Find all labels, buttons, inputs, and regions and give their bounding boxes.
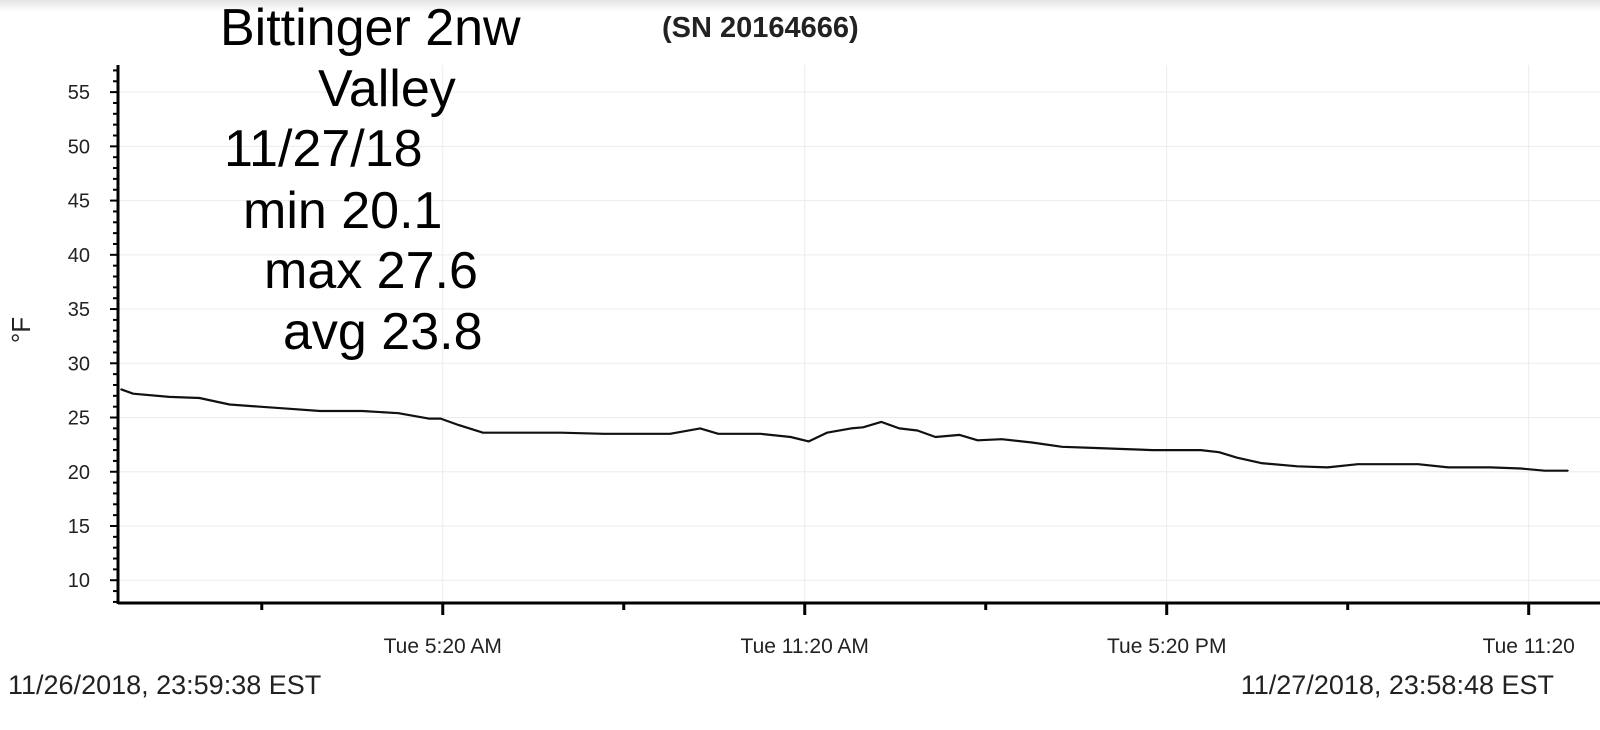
- data-point: [361, 410, 364, 412]
- data-point: [789, 436, 792, 438]
- data-point: [518, 431, 520, 434]
- data-point: [289, 408, 291, 410]
- data-point: [958, 434, 961, 436]
- annotation-min: min 20.1: [243, 182, 443, 240]
- data-point: [482, 431, 484, 434]
- data-point: [1356, 463, 1359, 465]
- data-point: [1091, 447, 1094, 449]
- annotation-max: max 27.6: [264, 242, 478, 300]
- data-point: [1387, 463, 1389, 465]
- annotation-avg: avg 23.8: [283, 303, 483, 361]
- data-point: [759, 432, 762, 435]
- data-point: [1447, 466, 1450, 469]
- data-point: [1543, 469, 1546, 472]
- data-point: [258, 405, 261, 408]
- y-tick-label: 35: [68, 299, 90, 321]
- data-point: [1218, 451, 1220, 454]
- data-point: [1296, 465, 1299, 468]
- data-point: [427, 417, 430, 420]
- data-point: [699, 427, 701, 430]
- data-point: [1061, 446, 1063, 448]
- data-point: [1417, 463, 1419, 465]
- y-tick-label: 40: [68, 245, 90, 267]
- data-point: [669, 432, 671, 435]
- y-tick-label: 45: [68, 191, 90, 213]
- start-timestamp: 11/26/2018, 23:59:38 EST: [8, 670, 322, 700]
- serial-number: (SN 20164666): [662, 12, 859, 44]
- data-point: [850, 427, 852, 430]
- data-point: [120, 388, 122, 391]
- data-point: [560, 431, 563, 434]
- annotation-date: 11/27/18: [224, 120, 423, 178]
- data-point: [319, 410, 321, 412]
- y-tick-label: 10: [68, 570, 90, 592]
- y-tick-label: 20: [68, 462, 90, 484]
- x-tick-label: Tue 11:20 AM: [741, 635, 869, 658]
- data-point: [439, 417, 442, 420]
- temperature-line: [120, 388, 1568, 472]
- data-point: [807, 440, 810, 443]
- data-point: [1260, 462, 1263, 464]
- data-point: [916, 429, 919, 432]
- data-point: [880, 421, 882, 423]
- data-point: [826, 431, 828, 434]
- data-point: [934, 436, 937, 438]
- data-point: [397, 412, 400, 414]
- data-point: [717, 432, 720, 435]
- data-point: [168, 396, 171, 398]
- y-tick-label: 25: [68, 408, 90, 430]
- data-point: [1169, 449, 1172, 451]
- data-point: [1031, 441, 1033, 444]
- top-shadow: [0, 0, 1600, 12]
- y-tick-label: 55: [68, 82, 90, 104]
- data-point: [1489, 466, 1492, 469]
- data-point: [198, 397, 201, 399]
- y-tick-label: 50: [68, 136, 90, 158]
- annotation-site: Bittinger 2nw: [220, 0, 521, 57]
- data-point: [898, 427, 901, 430]
- data-point: [602, 432, 605, 435]
- end-timestamp: 11/27/2018, 23:58:48 EST: [1240, 670, 1554, 700]
- y-axis-label: °F: [6, 317, 36, 343]
- annotation-location: Valley: [318, 60, 456, 118]
- x-tick-label: Tue 5:20 PM: [1107, 635, 1226, 658]
- data-point: [1519, 467, 1522, 470]
- y-tick-label: 15: [68, 516, 90, 538]
- data-point: [1236, 456, 1238, 459]
- data-point: [228, 403, 231, 406]
- x-tick-label: Tue 11:20: [1483, 635, 1575, 658]
- data-point: [1326, 466, 1329, 469]
- data-point: [1151, 449, 1154, 451]
- data-point: [1001, 438, 1003, 441]
- x-tick-label: Tue 5:20 AM: [384, 635, 502, 658]
- data-point: [862, 426, 864, 429]
- data-point: [976, 439, 979, 442]
- y-tick-label: 30: [68, 353, 90, 375]
- data-point: [132, 392, 134, 395]
- data-point: [458, 424, 460, 426]
- data-point: [1200, 449, 1202, 451]
- data-point: [639, 432, 641, 435]
- data-point: [1567, 469, 1569, 472]
- data-point: [1121, 448, 1124, 450]
